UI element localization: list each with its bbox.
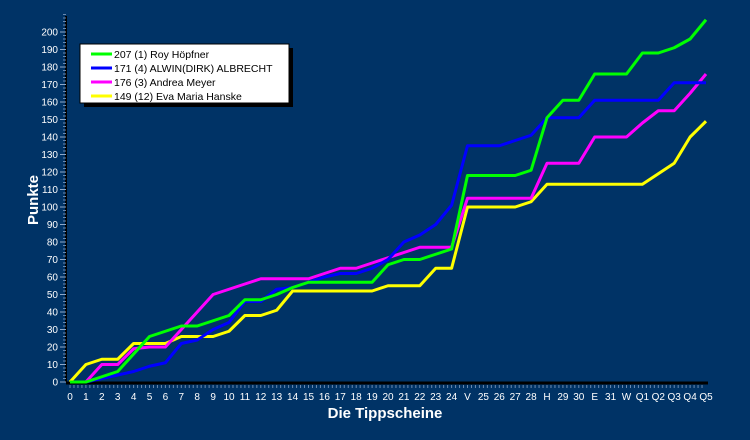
x-tick-label: 31 [605,392,617,403]
x-tick-label: Q1 [636,392,650,403]
y-tick-label: 70 [47,255,59,266]
y-tick-label: 190 [41,45,58,56]
x-tick-label: 19 [367,392,379,403]
x-tick-label: 16 [319,392,331,403]
x-tick-label: 26 [494,392,506,403]
legend-box [79,43,290,104]
x-tick-label: 2 [99,392,105,403]
x-tick-label: 9 [210,392,216,403]
x-tick-label: Q4 [683,392,697,403]
y-axis-title: Punkte [25,175,42,225]
x-tick-label: 8 [194,392,200,403]
x-tick-label: 1 [83,392,89,403]
x-tick-label: Q2 [652,392,666,403]
series-line [70,18,708,384]
series-lines [68,18,708,384]
x-tick-label: 12 [255,392,267,403]
x-tick-label: 14 [287,392,299,403]
y-tick-label: 30 [47,325,59,336]
y-tick-label: 150 [41,115,58,126]
y-tick-label: 110 [42,185,58,196]
x-tick-label: 28 [526,392,538,403]
y-tick-label: 180 [41,63,58,74]
axes: 0102030405060708090100110120130140150160… [41,14,713,403]
x-tick-label: 22 [414,392,426,403]
x-tick-label: 10 [223,392,235,403]
x-tick-label: E [591,392,598,403]
x-tick-label: 20 [382,392,394,403]
legend-label: 149 (12) Eva Maria Hanske [114,91,242,103]
y-tick-label: 170 [41,80,58,91]
x-tick-label: 30 [573,392,585,403]
x-tick-label: 0 [67,392,73,403]
x-tick-label: 24 [446,392,458,403]
x-tick-label: 5 [147,392,153,403]
y-tick-label: 140 [41,133,58,144]
x-tick-label: 3 [115,392,121,403]
y-tick-label: 120 [41,168,58,179]
legend: 207 (1) Roy Höpfner 171 (4) ALWIN(DIRK) A… [79,43,293,107]
y-tick-label: 20 [47,343,59,354]
x-tick-label: 29 [557,392,569,403]
series-line [70,81,706,384]
y-tick-label: 100 [41,203,58,214]
legend-label: 171 (4) ALWIN(DIRK) ALBRECHT [114,63,273,75]
x-tick-label: 25 [478,392,490,403]
legend-label: 176 (3) Andrea Meyer [114,77,216,89]
x-axis-title: Die Tippscheine [328,405,443,422]
x-tick-label: V [464,392,471,403]
x-tick-label: W [622,392,632,403]
legend-label: 207 (1) Roy Höpfner [114,49,210,61]
x-tick-label: 18 [351,392,363,403]
x-tick-label: H [543,392,550,403]
x-tick-label: 27 [510,392,522,403]
x-tick-label: 17 [335,392,347,403]
y-tick-label: 50 [47,290,59,301]
x-tick-label: 21 [398,392,410,403]
x-tick-label: 7 [179,392,185,403]
series-line [70,73,708,384]
x-tick-label: Q3 [668,392,682,403]
x-tick-label: 11 [240,392,251,403]
y-tick-label: 200 [41,28,58,39]
x-tick-label: 4 [131,392,137,403]
y-tick-label: 90 [47,220,59,231]
y-tick-label: 40 [47,308,59,319]
y-tick-label: 10 [47,360,59,371]
x-tick-label: 15 [303,392,315,403]
y-tick-label: 130 [41,150,58,161]
series-line [68,120,708,384]
x-tick-label: 13 [271,392,283,403]
y-tick-label: 80 [47,238,59,249]
y-tick-label: 0 [52,378,58,389]
y-tick-label: 60 [47,273,59,284]
x-tick-label: 23 [430,392,442,403]
x-tick-label: 6 [163,392,169,403]
x-tick-label: Q5 [699,392,713,403]
y-tick-label: 160 [41,98,58,109]
